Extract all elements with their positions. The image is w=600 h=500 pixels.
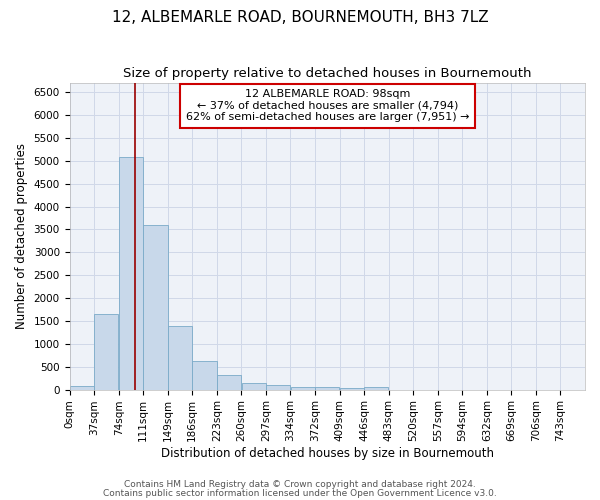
Text: Contains HM Land Registry data © Crown copyright and database right 2024.: Contains HM Land Registry data © Crown c…: [124, 480, 476, 489]
Bar: [168, 326, 192, 390]
Bar: [340, 388, 364, 390]
Bar: [217, 376, 241, 390]
Bar: [94, 314, 118, 390]
Title: Size of property relative to detached houses in Bournemouth: Size of property relative to detached ho…: [123, 68, 532, 80]
Bar: [242, 382, 266, 390]
Bar: [193, 361, 217, 390]
Y-axis label: Number of detached properties: Number of detached properties: [15, 144, 28, 330]
Bar: [315, 387, 340, 390]
Bar: [266, 386, 290, 390]
Bar: [290, 387, 315, 390]
Text: 12 ALBEMARLE ROAD: 98sqm
← 37% of detached houses are smaller (4,794)
62% of sem: 12 ALBEMARLE ROAD: 98sqm ← 37% of detach…: [185, 89, 469, 122]
Bar: [119, 158, 143, 390]
Bar: [364, 387, 388, 390]
Text: Contains public sector information licensed under the Open Government Licence v3: Contains public sector information licen…: [103, 488, 497, 498]
Text: 12, ALBEMARLE ROAD, BOURNEMOUTH, BH3 7LZ: 12, ALBEMARLE ROAD, BOURNEMOUTH, BH3 7LZ: [112, 10, 488, 25]
X-axis label: Distribution of detached houses by size in Bournemouth: Distribution of detached houses by size …: [161, 447, 494, 460]
Bar: [143, 225, 167, 390]
Bar: [70, 386, 94, 390]
